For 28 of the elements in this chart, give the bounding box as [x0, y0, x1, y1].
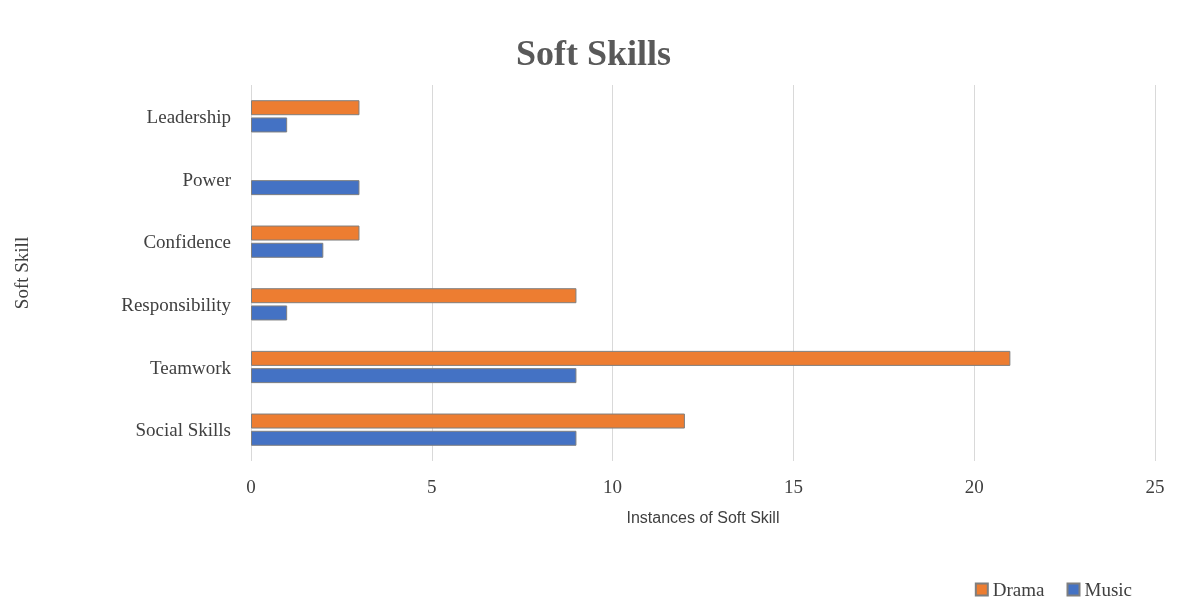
x-tick-label: 25	[1145, 476, 1165, 497]
y-tick-label: Power	[182, 168, 232, 190]
y-tick-label: Teamwork	[150, 356, 232, 378]
bar	[251, 413, 685, 429]
bar	[251, 117, 288, 133]
x-tick-label: 5	[427, 476, 437, 497]
bar	[251, 430, 577, 446]
bar	[251, 350, 1011, 366]
bar	[251, 368, 577, 384]
bar	[251, 288, 577, 304]
x-tick-label: 10	[603, 476, 623, 497]
legend-label: Drama	[992, 579, 1046, 600]
legend-label: Music	[1084, 579, 1132, 600]
bar	[251, 242, 324, 258]
bar	[251, 225, 360, 241]
x-axis-title: Instances of Soft Skill	[626, 508, 780, 526]
y-tick-label: Responsibility	[121, 293, 232, 315]
y-axis-title: Soft Skill	[11, 236, 32, 310]
y-tick-label: Confidence	[143, 231, 231, 253]
bar	[251, 100, 360, 116]
bar	[251, 180, 360, 196]
y-tick-label: Social Skills	[135, 419, 231, 441]
chart-title: Soft Skills	[515, 33, 672, 73]
x-tick-label: 15	[783, 476, 803, 497]
x-tick-label: 0	[246, 476, 256, 497]
x-tick-label: 20	[964, 476, 984, 497]
y-tick-label: Leadership	[146, 105, 231, 127]
bar	[251, 305, 288, 321]
